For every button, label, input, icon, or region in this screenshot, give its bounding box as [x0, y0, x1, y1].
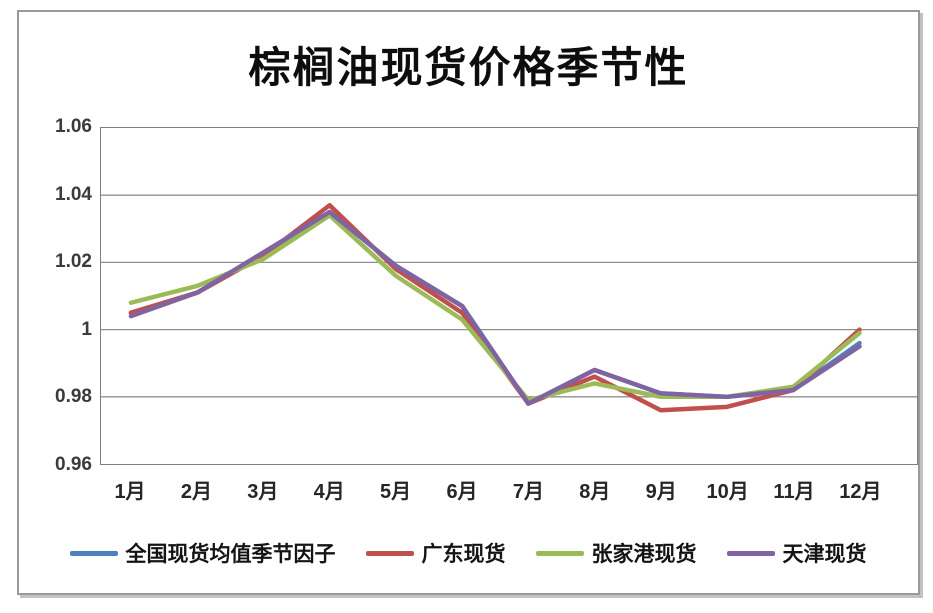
legend-line-marker-icon [535, 550, 584, 556]
series-line-2 [128, 213, 862, 403]
x-tick-5月: 5月 [380, 481, 412, 503]
x-tick-8月: 8月 [579, 481, 611, 503]
x-tick-11月: 11月 [773, 481, 815, 503]
legend-item-0: 全国现货均值季节因子 [69, 538, 336, 568]
x-tick-7月: 7月 [512, 481, 544, 503]
y-tick-1: 1 [81, 318, 92, 340]
y-tick-1.04: 1.04 [55, 183, 92, 205]
x-tick-1月: 1月 [114, 481, 146, 503]
x-tick-2月: 2月 [180, 481, 212, 503]
chart-title: 棕榈油现货价格季节性 [248, 46, 689, 92]
y-tick-1.06: 1.06 [55, 116, 92, 137]
y-tick-1.02: 1.02 [55, 251, 92, 273]
legend-label: 全国现货均值季节因子 [125, 543, 336, 566]
series-line-0 [128, 209, 862, 406]
legend-item-1: 广东现货 [365, 538, 506, 568]
line-chart [101, 194, 917, 413]
y-tick-0.98: 0.98 [55, 386, 92, 408]
chart-legend: 全国现货均值季节因子 广东现货 张家港现货 天津现货 [20, 538, 916, 568]
x-tick-4月: 4月 [313, 481, 345, 503]
y-tick-0.96: 0.96 [55, 454, 92, 475]
legend-label: 张家港现货 [591, 543, 697, 566]
legend-line-marker-icon [69, 550, 118, 556]
legend-line-marker-icon [365, 550, 414, 556]
legend-item-2: 张家港现货 [535, 538, 697, 568]
plot-area [100, 127, 918, 465]
x-tick-9月: 9月 [645, 481, 677, 503]
x-tick-3月: 3月 [247, 481, 279, 503]
x-tick-6月: 6月 [446, 481, 478, 503]
x-tick-12月: 12月 [839, 481, 882, 503]
legend-line-marker-icon [726, 550, 775, 556]
series-line-1 [128, 203, 862, 413]
series-line-3 [128, 209, 862, 406]
legend-label: 天津现货 [782, 543, 867, 566]
legend-item-3: 天津现货 [726, 538, 867, 568]
x-tick-10月: 10月 [706, 481, 749, 503]
legend-label: 广东现货 [421, 543, 506, 566]
